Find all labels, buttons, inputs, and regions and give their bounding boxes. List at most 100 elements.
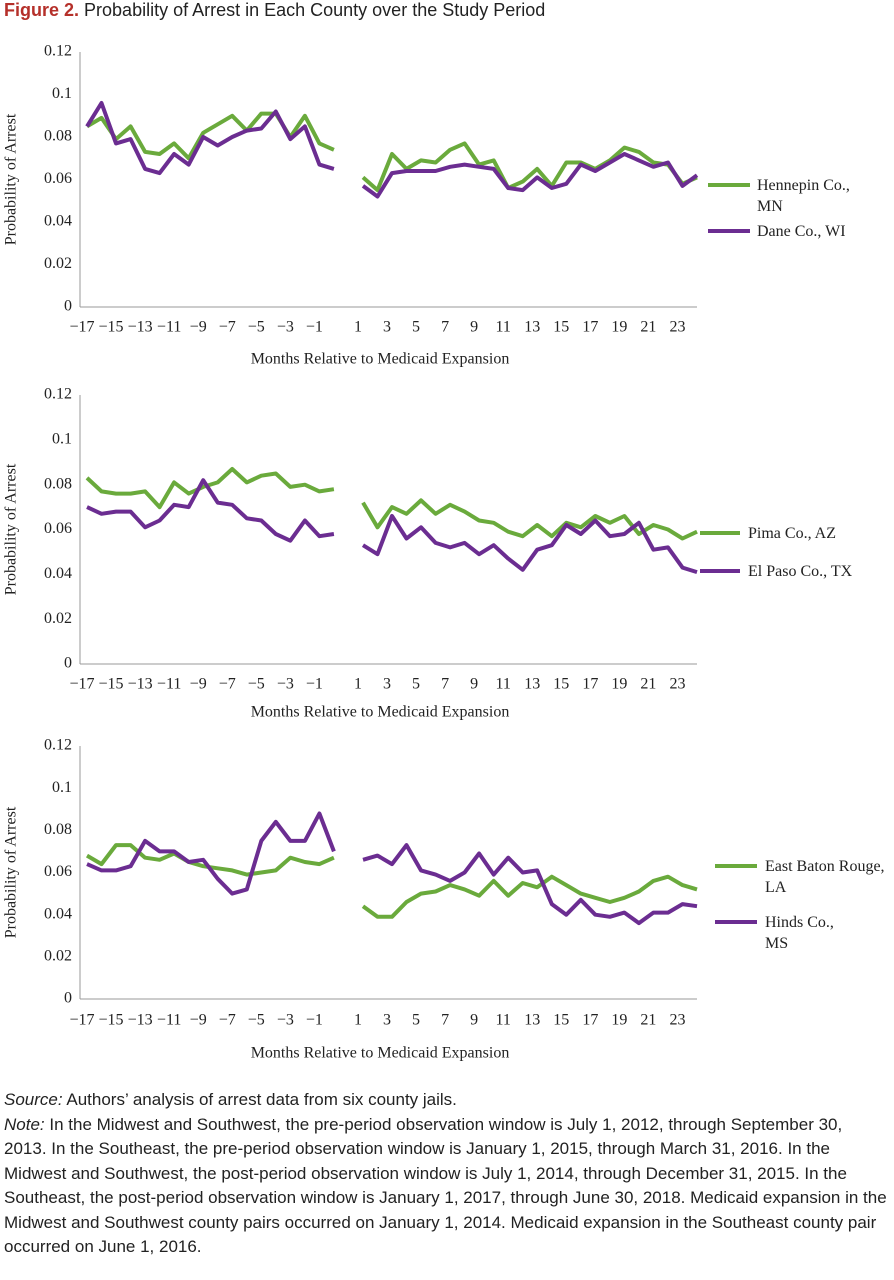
legend-label: Hinds Co., MS	[765, 914, 834, 952]
chart: 00.020.040.060.080.10.12−17 −15 −13 −11 −9 −7…	[3, 386, 698, 720]
x-tick-label: 11	[495, 1012, 510, 1029]
x-tick-label: 19	[611, 319, 627, 336]
x-tick-label: −9	[190, 1012, 207, 1029]
x-tick-label: −11	[157, 1012, 181, 1029]
x-tick-label: −17	[69, 319, 94, 336]
x-tick-label: 3	[383, 319, 391, 336]
series-line	[85, 111, 698, 193]
y-tick-label: 0.08	[44, 128, 72, 145]
x-tick-label: 13	[524, 676, 540, 693]
x-tick-label: 19	[611, 676, 627, 693]
x-tick-label: 9	[470, 1012, 478, 1029]
x-tick-label: 17	[582, 676, 598, 693]
x-tick-label: 7	[441, 1012, 449, 1029]
x-tick-label: 5	[412, 319, 420, 336]
x-tick-label: 15	[553, 1012, 569, 1029]
x-tick-label: −17	[69, 676, 94, 693]
x-tick-label: 13	[524, 319, 540, 336]
x-tick-label: 23	[669, 1012, 685, 1029]
y-tick-label: 0.02	[44, 610, 72, 627]
x-tick-label: 3	[383, 676, 391, 693]
x-tick-label: −7	[219, 319, 236, 336]
x-tick-label: 5	[412, 676, 420, 693]
x-tick-label: 5	[412, 1012, 420, 1029]
figure-label: Figure 2.	[4, 0, 80, 20]
x-tick-label: 11	[495, 676, 510, 693]
legend-swatch	[708, 183, 750, 187]
x-tick-label: −15	[99, 1012, 124, 1029]
x-tick-label: −3	[277, 319, 294, 336]
y-tick-label: 0.04	[44, 213, 72, 230]
x-tick-label: 19	[611, 1012, 627, 1029]
y-tick-label: 0.02	[44, 255, 72, 272]
x-tick-label: −5	[248, 319, 265, 336]
y-axis-title: Probability of Arrest	[3, 806, 20, 938]
series-line	[85, 467, 698, 541]
x-tick-label: −7	[219, 1012, 236, 1029]
y-tick-label: 0.12	[44, 386, 72, 403]
legend-swatch	[700, 531, 740, 535]
x-tick-label: 9	[470, 676, 478, 693]
y-axis-title: Probability of Arrest	[3, 463, 20, 595]
x-tick-label: 21	[640, 319, 656, 336]
x-tick-label: −5	[248, 1012, 265, 1029]
y-tick-label: 0.06	[44, 520, 72, 537]
x-tick-label: 9	[470, 319, 478, 336]
legend-swatch	[708, 229, 750, 233]
x-tick-label: −3	[277, 1012, 294, 1029]
y-tick-label: 0.1	[52, 431, 72, 448]
x-tick-label: 23	[669, 319, 685, 336]
legend-label: Pima Co., AZ	[748, 525, 837, 542]
y-tick-label: 0.04	[44, 565, 72, 582]
x-tick-label: −13	[128, 676, 153, 693]
y-tick-label: 0	[64, 990, 72, 1007]
x-tick-label: 3	[383, 1012, 391, 1029]
x-tick-label: 7	[441, 319, 449, 336]
x-tick-label: −1	[306, 319, 323, 336]
legend-label: East Baton Rouge, LA	[765, 858, 885, 896]
x-tick-label: −1	[306, 676, 323, 693]
figure-title: Figure 2. Probability of Arrest in Each …	[4, 0, 545, 21]
legend-swatch	[715, 920, 757, 924]
x-tick-label: −17	[69, 1012, 94, 1029]
note-label: Note:	[4, 1114, 45, 1134]
y-tick-label: 0.04	[44, 905, 72, 922]
x-tick-label: 15	[553, 676, 569, 693]
legend-label: Hennepin Co., MN	[757, 177, 850, 215]
note: Note: In the Midwest and Southwest, the …	[4, 1113, 888, 1260]
x-tick-label: 15	[553, 319, 569, 336]
legend-label: Dane Co., WI	[757, 223, 846, 240]
x-tick-label: −11	[157, 319, 181, 336]
x-tick-label: 13	[524, 1012, 540, 1029]
x-tick-label: 1	[354, 676, 362, 693]
chart: 00.020.040.060.080.10.12−17 −15 −13 −11 −9 −7…	[3, 737, 698, 1062]
y-tick-label: 0	[64, 298, 72, 315]
y-tick-label: 0.1	[52, 85, 72, 102]
source: Source: Authors’ analysis of arrest data…	[4, 1088, 888, 1113]
x-tick-label: −15	[99, 319, 124, 336]
legend-label: El Paso Co., TX	[748, 563, 853, 580]
x-tick-label: −5	[248, 676, 265, 693]
x-tick-label: −15	[99, 676, 124, 693]
x-tick-label: 1	[354, 1012, 362, 1029]
x-tick-label: 7	[441, 676, 449, 693]
note-text: In the Midwest and Southwest, the pre-pe…	[4, 1114, 887, 1257]
x-tick-label: 23	[669, 676, 685, 693]
x-tick-label: −7	[219, 676, 236, 693]
x-tick-label: −11	[157, 676, 181, 693]
x-tick-label: −1	[306, 1012, 323, 1029]
x-tick-label: −13	[128, 1012, 153, 1029]
x-axis-title: Months Relative to Medicaid Expansion	[251, 704, 510, 720]
notes: Source: Authors’ analysis of arrest data…	[4, 1088, 888, 1260]
x-tick-label: 11	[495, 319, 510, 336]
y-tick-label: 0	[64, 655, 72, 672]
y-tick-label: 0.06	[44, 170, 72, 187]
x-tick-label: −13	[128, 319, 153, 336]
x-tick-label: 1	[354, 319, 362, 336]
y-tick-label: 0.02	[44, 948, 72, 965]
source-label: Source:	[4, 1090, 63, 1109]
series-line	[86, 478, 698, 575]
y-tick-label: 0.12	[44, 737, 72, 754]
x-tick-label: 21	[640, 1012, 656, 1029]
